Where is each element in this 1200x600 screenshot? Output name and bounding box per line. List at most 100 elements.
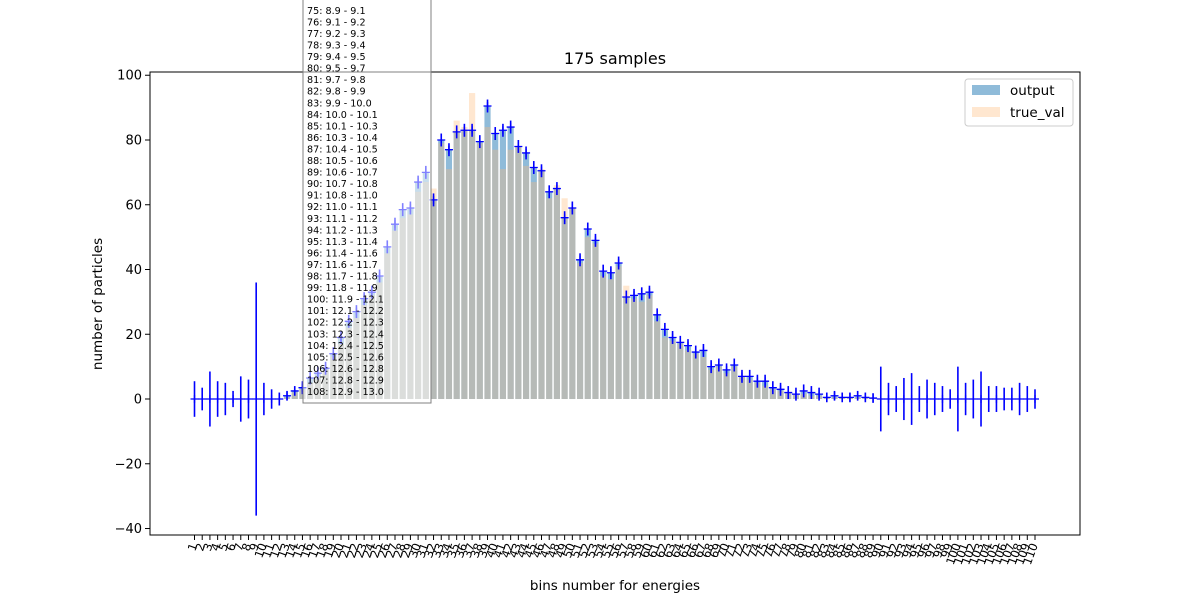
marker-69 [714, 361, 723, 370]
annotation-line: 107: 12.8 - 12.9 [307, 375, 384, 386]
x-tick-label: 18 [313, 541, 331, 560]
bar-output-48 [553, 188, 560, 400]
marker-1 [190, 395, 199, 404]
x-tick-label: 30 [406, 541, 424, 560]
marker-62 [660, 325, 669, 334]
x-tick-label: 88 [853, 541, 871, 560]
bar-output-59 [638, 293, 645, 400]
bar-true_val-48 [553, 185, 560, 400]
bar-output-66 [692, 352, 699, 400]
marker-110 [1031, 395, 1039, 404]
marker-8 [244, 395, 253, 404]
bar-true_val-45 [530, 182, 537, 400]
x-tick-label: 35 [444, 541, 462, 560]
x-tick-label: 46 [529, 541, 547, 560]
annotation-line: 83: 9.9 - 10.0 [307, 98, 372, 109]
marker-67 [699, 346, 708, 355]
marker-109 [1023, 395, 1032, 404]
bar-true_val-67 [700, 356, 707, 400]
x-tick-label: 50 [560, 541, 578, 560]
y-axis-label: number of particles [90, 238, 106, 370]
bar-output-62 [661, 329, 668, 400]
marker-66 [691, 348, 700, 357]
y-tick-label: −20 [115, 457, 142, 472]
x-tick-label: 65 [676, 541, 694, 560]
bar-true_val-59 [638, 301, 645, 400]
bar-output-50 [569, 207, 576, 400]
annotation-line: 93: 11.1 - 11.2 [307, 214, 378, 225]
y-tick-label: 0 [134, 393, 142, 408]
annotation-line: 75: 8.9 - 9.1 [307, 6, 366, 17]
x-tick-label: 90 [868, 541, 886, 560]
marker-76 [768, 383, 777, 392]
x-tick-label: 16 [298, 541, 316, 560]
x-tick-label: 17 [306, 541, 324, 560]
marker-73 [745, 372, 754, 381]
x-tick-label: 47 [537, 541, 555, 560]
bar-output-73 [746, 376, 753, 400]
x-tick-label: 13 [275, 541, 293, 560]
x-tick-label: 82 [807, 541, 825, 560]
x-tick-label: 91 [876, 541, 894, 560]
bar-output-39 [484, 106, 491, 400]
x-tick-label: 77 [768, 541, 786, 560]
bar-output-51 [576, 259, 584, 400]
x-tick-label: 26 [375, 541, 393, 560]
bar-true_val-34 [445, 169, 453, 400]
bar-true_val-38 [476, 143, 483, 400]
marker-107 [1007, 395, 1016, 404]
bar-true_val-56 [615, 266, 622, 400]
bar-output-44 [522, 152, 530, 400]
marker-61 [653, 310, 662, 319]
marker-101 [961, 395, 970, 404]
bar-output-45 [530, 167, 537, 400]
marker-60 [645, 288, 654, 297]
bar-true_val-37 [469, 93, 476, 400]
x-tick-label: 20 [329, 541, 347, 560]
x-tick-label: 42 [498, 541, 516, 560]
bar-true_val-54 [600, 275, 607, 400]
annotation-line: 87: 10.4 - 10.5 [307, 144, 378, 155]
annotation-line: 90: 10.7 - 10.8 [307, 179, 378, 190]
x-tick-label: 93 [892, 541, 910, 560]
bar-output-68 [708, 366, 715, 400]
annotation-line: 100: 11.9 - 12.1 [307, 295, 384, 306]
bar-output-71 [731, 365, 738, 400]
x-tick-label: 64 [668, 541, 686, 560]
marker-74 [753, 377, 762, 386]
y-tick-label: 100 [117, 69, 142, 84]
bin-ranges-annotation: 75: 8.9 - 9.176: 9.1 - 9.277: 9.2 - 9.37… [302, 0, 432, 404]
marker-88 [861, 393, 870, 402]
bar-true_val-61 [654, 321, 661, 400]
annotation-line: 76: 9.1 - 9.2 [307, 17, 366, 28]
annotation-line: 104: 12.4 - 12.5 [307, 341, 384, 352]
y-tick-label: 40 [125, 263, 142, 278]
marker-51 [576, 255, 585, 264]
x-tick-label: 89 [861, 541, 879, 560]
bar-output-41 [499, 130, 507, 400]
x-tick-label: 27 [383, 541, 401, 560]
marker-82 [815, 390, 824, 399]
bar-output-60 [646, 292, 653, 400]
x-tick-label: 51 [568, 541, 586, 560]
bar-output-74 [754, 381, 761, 400]
x-tick-label: 33 [429, 541, 447, 560]
bar-true_val-39 [484, 127, 491, 400]
marker-84 [830, 391, 839, 400]
marker-92 [892, 395, 901, 404]
bar-true_val-68 [708, 369, 715, 400]
marker-36 [460, 126, 469, 135]
x-tick-label: 14 [282, 541, 300, 560]
x-tick-label: 4 [208, 541, 224, 553]
x-tick-label: 45 [521, 541, 539, 560]
marker-11 [267, 395, 276, 404]
annotation-line: 77: 9.2 - 9.3 [307, 29, 366, 40]
x-axis-label: bins number for energies [530, 578, 700, 594]
marker-41 [498, 126, 507, 135]
x-tick-label: 5 [215, 541, 231, 553]
marker-9 [252, 395, 261, 404]
x-tick-label: 32 [421, 541, 439, 560]
bar-output-55 [607, 272, 614, 400]
x-tick-label: 40 [483, 541, 501, 560]
